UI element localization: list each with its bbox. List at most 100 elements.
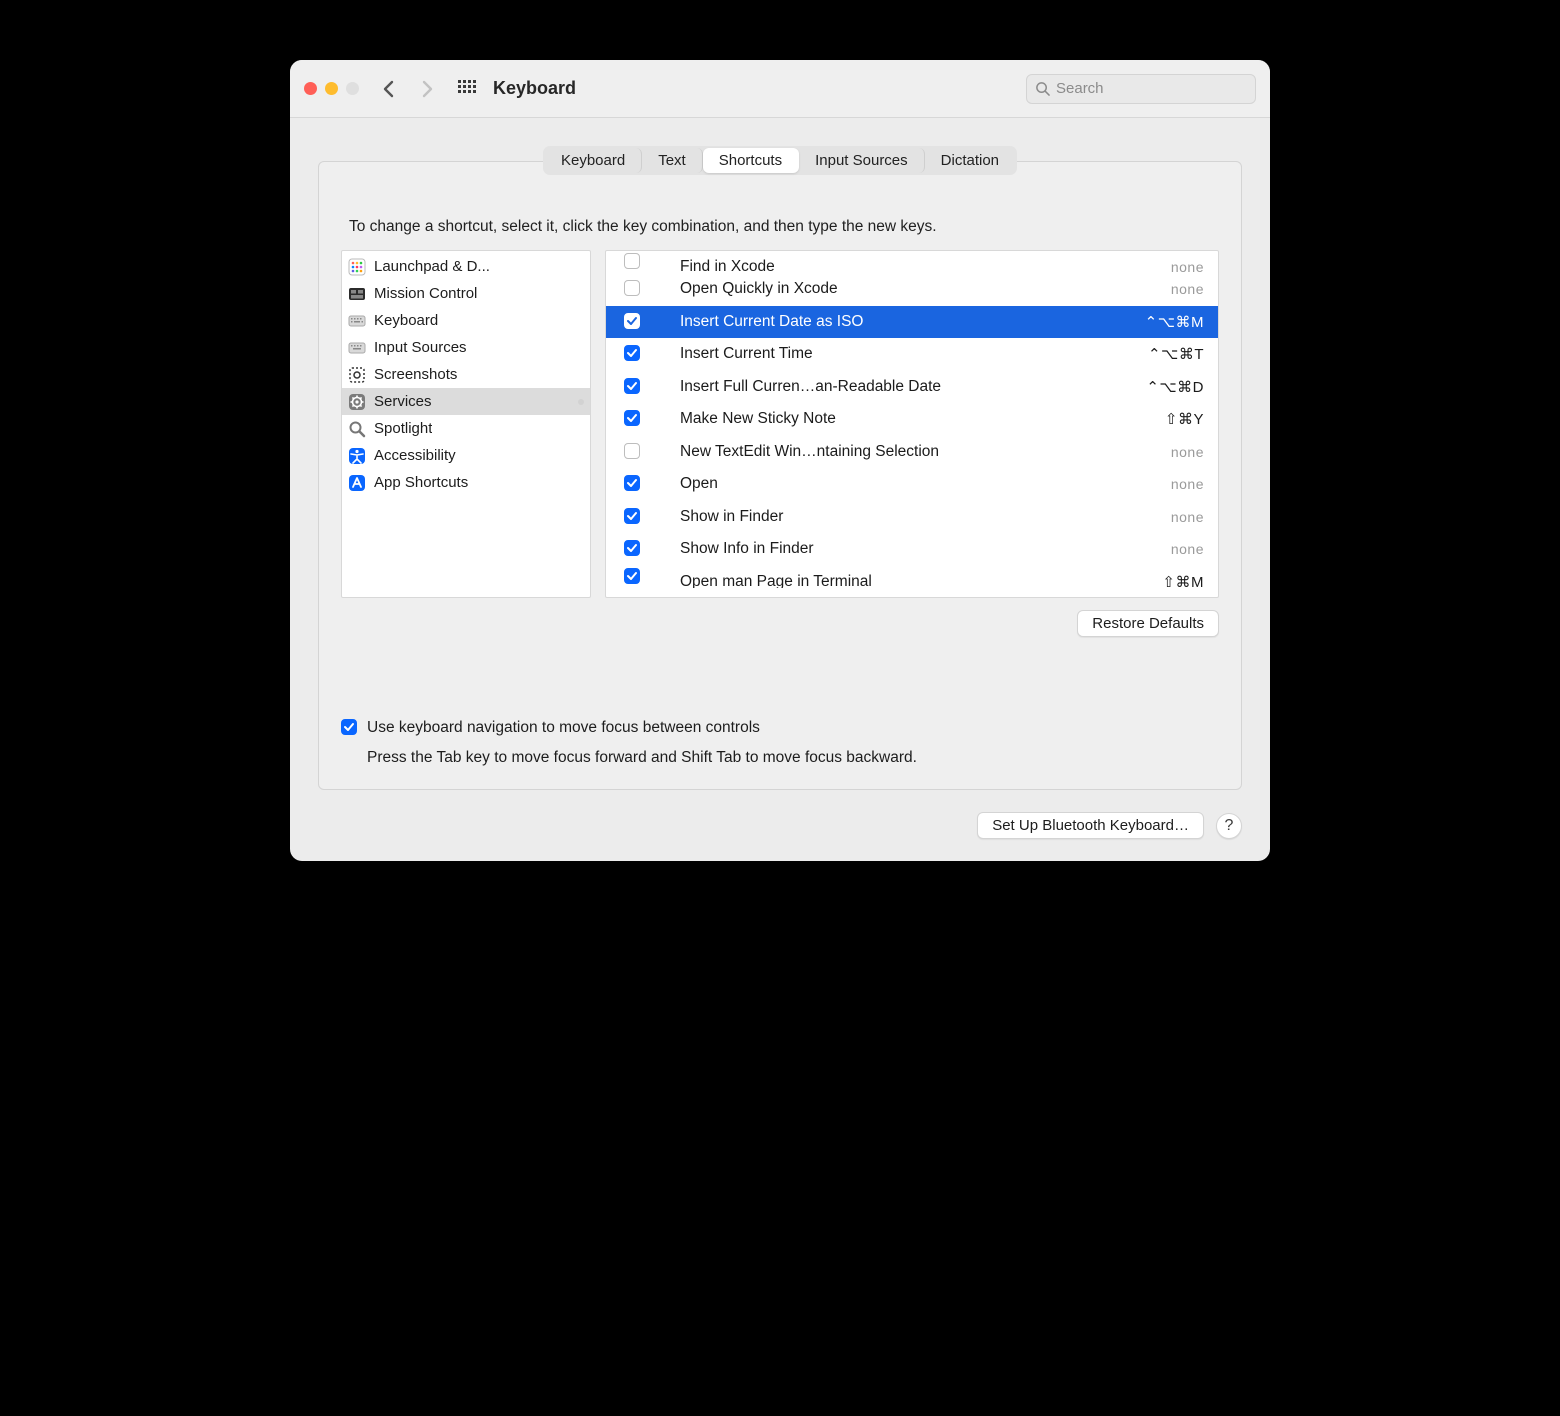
shortcuts-panel: To change a shortcut, select it, click t… xyxy=(318,161,1242,790)
shortcut-key[interactable]: ⇧⌘M xyxy=(1162,573,1204,588)
shortcut-label: New TextEdit Win…ntaining Selection xyxy=(680,443,1171,461)
titlebar: Keyboard xyxy=(290,60,1270,118)
category-keyboard[interactable]: Keyboard xyxy=(342,307,590,334)
shortcut-row[interactable]: Show in Findernone xyxy=(606,501,1218,534)
shortcut-checkbox[interactable] xyxy=(624,410,640,426)
shortcut-row[interactable]: Make New Sticky Note⇧⌘Y xyxy=(606,403,1218,436)
tab-bar: KeyboardTextShortcutsInput SourcesDictat… xyxy=(543,146,1017,175)
keyboard-icon xyxy=(348,312,366,330)
accessibility-icon xyxy=(348,447,366,465)
close-button[interactable] xyxy=(304,82,317,95)
forward-button xyxy=(415,77,439,101)
shortcut-key[interactable]: none xyxy=(1171,541,1204,557)
category-label: Accessibility xyxy=(374,447,456,464)
minimize-button[interactable] xyxy=(325,82,338,95)
back-button[interactable] xyxy=(377,77,401,101)
screenshot-icon xyxy=(348,366,366,384)
mission-control-icon xyxy=(348,285,366,303)
category-spotlight[interactable]: Spotlight xyxy=(342,415,590,442)
tab-keyboard[interactable]: Keyboard xyxy=(545,148,642,173)
shortcut-key[interactable]: ⌃⌥⌘T xyxy=(1148,345,1204,363)
category-screenshots[interactable]: Screenshots xyxy=(342,361,590,388)
shortcut-row[interactable]: New TextEdit Win…ntaining Selectionnone xyxy=(606,436,1218,469)
tab-shortcuts[interactable]: Shortcuts xyxy=(703,148,799,173)
spotlight-icon xyxy=(348,420,366,438)
category-input-sources[interactable]: Input Sources xyxy=(342,334,590,361)
tab-text[interactable]: Text xyxy=(642,148,703,173)
shortcut-label: Insert Full Curren…an-Readable Date xyxy=(680,378,1146,396)
shortcut-label: Insert Current Date as ISO xyxy=(680,313,1145,331)
shortcut-key[interactable]: none xyxy=(1171,444,1204,460)
shortcut-label: Find in Xcode xyxy=(680,258,1171,273)
shortcut-row[interactable]: Find in Xcodenone xyxy=(606,251,1218,273)
shortcut-row[interactable]: Opennone xyxy=(606,468,1218,501)
category-launchpad-d-[interactable]: Launchpad & D... xyxy=(342,253,590,280)
input-sources-icon xyxy=(348,339,366,357)
shortcut-key[interactable]: ⌃⌥⌘D xyxy=(1146,378,1204,396)
nav-arrows xyxy=(377,77,439,101)
category-label: Launchpad & D... xyxy=(374,258,490,275)
shortcut-checkbox[interactable] xyxy=(624,378,640,394)
shortcut-row[interactable]: Insert Full Curren…an-Readable Date⌃⌥⌘D xyxy=(606,371,1218,404)
shortcut-row[interactable]: Open man Page in Terminal⇧⌘M xyxy=(606,566,1218,588)
keyboard-nav-checkbox[interactable] xyxy=(341,719,357,735)
keyboard-nav-hint: Press the Tab key to move focus forward … xyxy=(367,749,917,767)
shortcut-checkbox[interactable] xyxy=(624,313,640,329)
category-label: Screenshots xyxy=(374,366,457,383)
category-label: Services xyxy=(374,393,432,410)
tab-dictation[interactable]: Dictation xyxy=(925,148,1015,173)
split-view: Launchpad & D... Mission Control Keyboard I… xyxy=(341,250,1219,598)
footer: Set Up Bluetooth Keyboard… ? xyxy=(318,812,1242,839)
search-icon xyxy=(1035,81,1050,96)
search-input[interactable] xyxy=(1056,80,1247,97)
gear-icon xyxy=(348,393,366,411)
shortcut-key[interactable]: ⇧⌘Y xyxy=(1165,410,1204,428)
restore-defaults-button[interactable]: Restore Defaults xyxy=(1077,610,1219,637)
shortcut-row[interactable]: Open Quickly in Xcodenone xyxy=(606,273,1218,306)
shortcut-key[interactable]: none xyxy=(1171,509,1204,525)
category-app-shortcuts[interactable]: App Shortcuts xyxy=(342,469,590,496)
shortcut-key[interactable]: none xyxy=(1171,259,1204,273)
shortcut-label: Make New Sticky Note xyxy=(680,410,1165,428)
preferences-window: Keyboard KeyboardTextShortcutsInput Sour… xyxy=(290,60,1270,861)
shortcut-checkbox[interactable] xyxy=(624,475,640,491)
shortcut-checkbox[interactable] xyxy=(624,280,640,296)
shortcut-checkbox[interactable] xyxy=(624,253,640,269)
shortcut-checkbox[interactable] xyxy=(624,508,640,524)
setup-bluetooth-button[interactable]: Set Up Bluetooth Keyboard… xyxy=(977,812,1204,839)
category-label: Spotlight xyxy=(374,420,432,437)
keyboard-nav-option: Use keyboard navigation to move focus be… xyxy=(341,719,1219,767)
shortcut-row[interactable]: Insert Current Date as ISO⌃⌥⌘M xyxy=(606,306,1218,339)
shortcut-key[interactable]: none xyxy=(1171,281,1204,297)
shortcut-checkbox[interactable] xyxy=(624,568,640,584)
tab-input-sources[interactable]: Input Sources xyxy=(799,148,925,173)
category-label: App Shortcuts xyxy=(374,474,468,491)
category-list[interactable]: Launchpad & D... Mission Control Keyboard I… xyxy=(341,250,591,598)
window-body: KeyboardTextShortcutsInput SourcesDictat… xyxy=(290,118,1270,861)
shortcut-checkbox[interactable] xyxy=(624,540,640,556)
category-accessibility[interactable]: Accessibility xyxy=(342,442,590,469)
shortcut-row[interactable]: Insert Current Time⌃⌥⌘T xyxy=(606,338,1218,371)
shortcut-key[interactable]: none xyxy=(1171,476,1204,492)
shortcut-list[interactable]: Find in XcodenoneOpen Quickly in Xcodeno… xyxy=(605,250,1219,598)
traffic-lights xyxy=(304,82,359,95)
shortcut-checkbox[interactable] xyxy=(624,345,640,361)
help-button[interactable]: ? xyxy=(1216,813,1242,839)
category-mission-control[interactable]: Mission Control xyxy=(342,280,590,307)
shortcut-row[interactable]: Show Info in Findernone xyxy=(606,533,1218,566)
zoom-button xyxy=(346,82,359,95)
shortcut-label: Show Info in Finder xyxy=(680,540,1171,558)
shortcut-checkbox[interactable] xyxy=(624,443,640,459)
category-label: Input Sources xyxy=(374,339,467,356)
search-field[interactable] xyxy=(1026,74,1256,104)
launchpad-icon xyxy=(348,258,366,276)
shortcut-key[interactable]: ⌃⌥⌘M xyxy=(1145,313,1204,331)
shortcut-label: Show in Finder xyxy=(680,508,1171,526)
shortcut-label: Insert Current Time xyxy=(680,345,1148,363)
category-services[interactable]: Services xyxy=(342,388,590,415)
category-label: Keyboard xyxy=(374,312,438,329)
show-all-icon[interactable] xyxy=(457,79,477,99)
drag-indicator xyxy=(578,399,584,405)
category-label: Mission Control xyxy=(374,285,477,302)
shortcut-label: Open man Page in Terminal xyxy=(680,573,1162,588)
